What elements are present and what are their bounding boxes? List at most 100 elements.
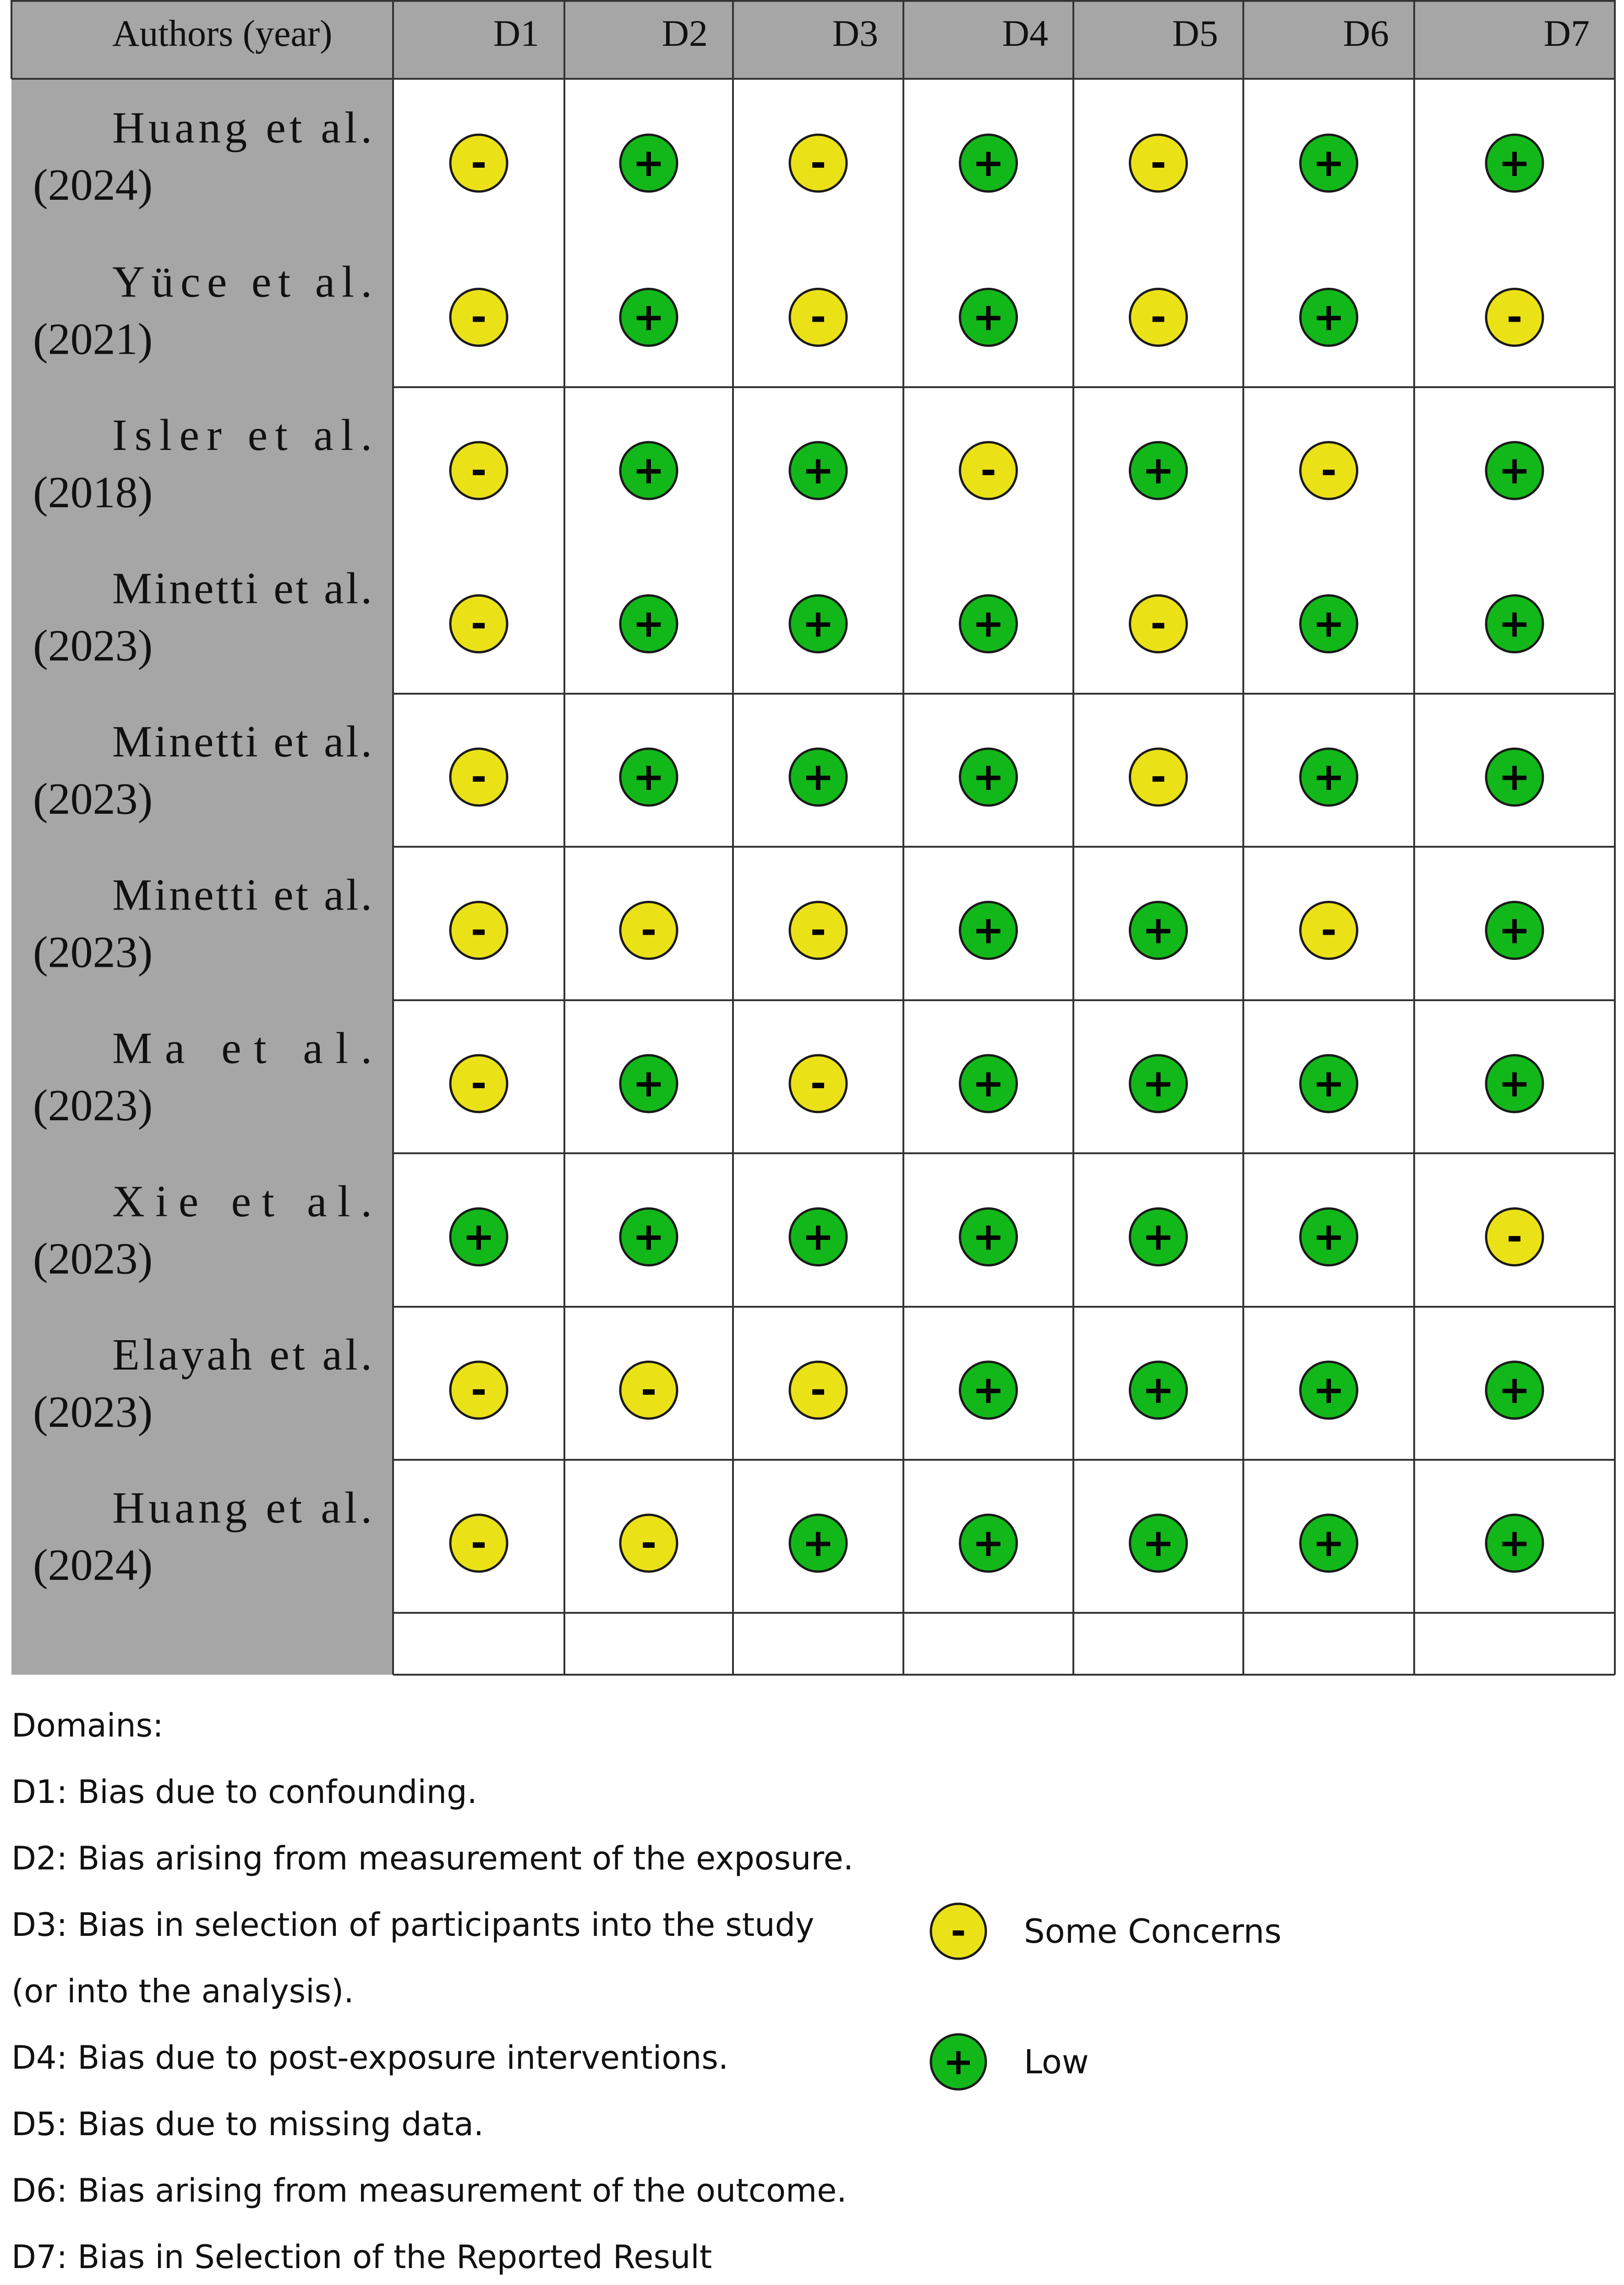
judgement-glyph: + xyxy=(1498,908,1531,953)
judgement-circle xyxy=(959,133,1018,193)
header-domain-d5: D5 xyxy=(1172,12,1218,54)
low-risk-symbol: + xyxy=(619,594,678,653)
judgement-glyph: + xyxy=(972,1061,1004,1106)
domain-description: (or into the analysis). xyxy=(11,1973,354,2010)
judgement-glyph: - xyxy=(1150,601,1166,646)
low-risk-symbol: + xyxy=(1299,1207,1358,1266)
low-risk-symbol: + xyxy=(788,1207,848,1266)
author-year: (2023) xyxy=(33,1234,153,1284)
judgement-glyph: + xyxy=(1312,1520,1345,1565)
some-concerns-symbol: - xyxy=(449,747,509,807)
judgement-circle xyxy=(449,133,509,193)
judgement-circle xyxy=(1299,901,1358,960)
low-risk-symbol: + xyxy=(1129,1513,1188,1573)
legend-swatch xyxy=(930,1902,987,1960)
judgement-circle xyxy=(449,747,509,807)
low-risk-symbol: + xyxy=(1485,594,1544,653)
judgement-circle xyxy=(449,1360,509,1420)
author-name: Elayah et al. xyxy=(112,1330,372,1380)
judgement-glyph: - xyxy=(980,448,996,493)
judgement-circle xyxy=(959,901,1018,960)
author-cell: Huang et al. (2024) xyxy=(33,1483,372,1590)
legend-swatch xyxy=(930,2033,987,2091)
judgement-circle xyxy=(1129,1513,1188,1573)
some-concerns-symbol: - xyxy=(788,1360,848,1420)
low-risk-symbol: + xyxy=(1129,1207,1188,1266)
author-year: (2021) xyxy=(33,315,153,364)
domain-description: D4: Bias due to post-exposure interventi… xyxy=(11,2039,728,2077)
judgement-circle xyxy=(1299,1207,1358,1266)
some-concerns-symbol: - xyxy=(1299,901,1358,960)
judgement-circle xyxy=(788,1054,848,1113)
judgement-glyph: - xyxy=(471,754,487,799)
some-concerns-symbol: - xyxy=(1129,133,1188,193)
judgement-circle xyxy=(959,747,1018,807)
judgement-circle xyxy=(788,1513,848,1573)
judgement-circle xyxy=(959,1054,1018,1113)
judgement-circle xyxy=(1129,1054,1188,1113)
some-concerns-symbol: - xyxy=(1129,594,1188,653)
header-authors-label: Authors (year) xyxy=(112,12,332,54)
author-cell: Minetti et al. (2023) xyxy=(33,717,372,824)
judgement-circle xyxy=(1485,441,1544,500)
some-concerns-symbol: - xyxy=(1485,1207,1544,1266)
low-risk-symbol: + xyxy=(1299,1513,1358,1573)
some-concerns-symbol: - xyxy=(449,133,509,193)
judgement-circle xyxy=(1129,594,1188,653)
author-year: (2023) xyxy=(33,621,153,671)
header-domain-d6: D6 xyxy=(1343,12,1389,54)
judgement-glyph: - xyxy=(471,140,487,185)
judgement-circle xyxy=(1485,747,1544,807)
judgement-glyph: - xyxy=(810,1061,826,1106)
judgement-circle xyxy=(1129,133,1188,193)
judgement-circle xyxy=(449,1054,509,1113)
judgement-glyph: + xyxy=(1142,448,1174,493)
low-risk-symbol: + xyxy=(959,901,1018,960)
judgement-glyph: + xyxy=(1142,1214,1174,1259)
low-risk-symbol: + xyxy=(1485,1054,1544,1113)
judgement-circle xyxy=(1299,441,1358,500)
judgement-circle xyxy=(1485,901,1544,960)
judgement-glyph: - xyxy=(641,1367,657,1412)
low-risk-symbol: + xyxy=(959,133,1018,193)
judgement-circle xyxy=(1485,1360,1544,1420)
low-risk-symbol: + xyxy=(1299,133,1358,193)
judgement-glyph: - xyxy=(1321,908,1337,953)
judgement-circle xyxy=(788,1360,848,1420)
header-domain-d2: D2 xyxy=(662,12,708,54)
judgement-glyph: + xyxy=(1498,448,1531,493)
domain-description: D1: Bias due to confounding. xyxy=(11,1773,477,1811)
low-risk-symbol: + xyxy=(619,133,678,193)
judgement-circle xyxy=(1485,1207,1544,1266)
low-risk-symbol: + xyxy=(1299,747,1358,807)
some-concerns-symbol: - xyxy=(1485,288,1544,347)
judgement-circle xyxy=(959,1513,1018,1573)
some-concerns-symbol: - xyxy=(449,1513,509,1573)
legend-label: Some Concerns xyxy=(1024,1912,1281,1951)
legend-label: Low xyxy=(1024,2043,1089,2081)
low-risk-symbol: + xyxy=(1299,288,1358,347)
domain-description: D6: Bias arising from measurement of the… xyxy=(11,2172,847,2209)
judgement-glyph: - xyxy=(1150,295,1166,340)
judgement-glyph: + xyxy=(1312,601,1345,646)
author-name: Minetti et al. xyxy=(112,717,372,767)
low-risk-symbol: + xyxy=(1485,747,1544,807)
judgement-circle xyxy=(449,441,509,500)
judgement-glyph: + xyxy=(1498,140,1531,185)
judgement-circle xyxy=(619,1360,678,1420)
judgement-glyph: + xyxy=(1312,1214,1345,1259)
some-concerns-symbol: - xyxy=(619,1513,678,1573)
judgement-glyph: + xyxy=(1142,1520,1174,1565)
judgement-glyph: - xyxy=(1507,295,1523,340)
judgement-glyph: + xyxy=(1498,1367,1531,1412)
judgement-circle xyxy=(788,594,848,653)
some-concerns-symbol: - xyxy=(449,901,509,960)
judgement-glyph: + xyxy=(1498,601,1531,646)
judgement-glyph: - xyxy=(641,1520,657,1565)
low-risk-symbol: + xyxy=(1129,901,1188,960)
judgement-circle xyxy=(619,1207,678,1266)
domain-description: D2: Bias arising from measurement of the… xyxy=(11,1840,853,1877)
judgement-glyph: + xyxy=(972,1214,1004,1259)
low-risk-symbol: + xyxy=(1485,441,1544,500)
judgement-glyph: - xyxy=(1150,140,1166,185)
